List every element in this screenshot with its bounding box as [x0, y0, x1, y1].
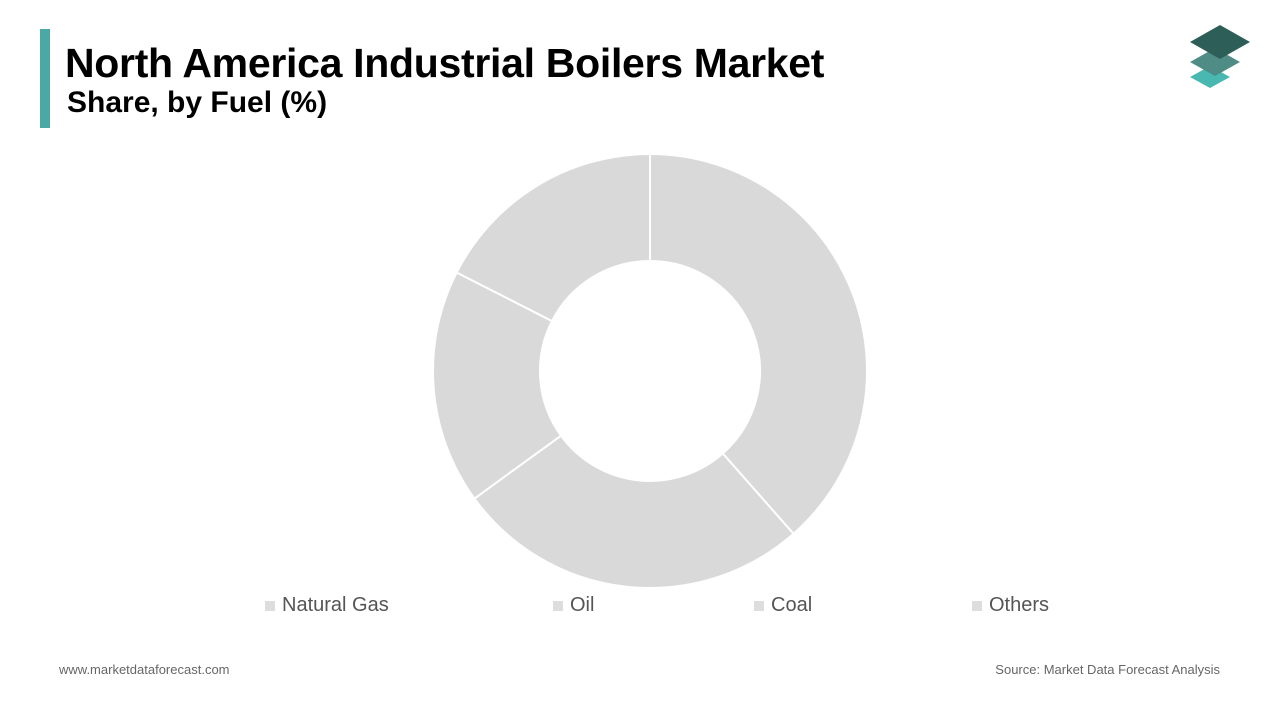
logo-layer-mid: [1190, 48, 1240, 76]
logo-layer-dark: [1190, 25, 1250, 59]
chart-title: North America Industrial Boilers Market: [65, 40, 825, 86]
title-accent-bar: [40, 29, 50, 128]
legend-item-others: Others: [972, 594, 1049, 617]
legend-label-others: Others: [989, 594, 1050, 616]
website-url: www.marketdataforecast.com: [59, 662, 230, 677]
legend-label-natural-gas: Natural Gas: [282, 594, 389, 616]
donut-chart: [432, 152, 868, 589]
chart-legend: Natural Gas Oil Coal Others: [0, 594, 1280, 620]
donut-slice-natural-gas: [649, 152, 868, 536]
legend-item-oil: Oil: [553, 594, 594, 617]
legend-item-coal: Coal: [754, 594, 812, 617]
donut-slice-coal: [432, 271, 563, 500]
legend-swatch-natural-gas: [265, 600, 275, 611]
legend-label-coal: Coal: [771, 594, 813, 616]
legend-item-natural-gas: Natural Gas: [265, 594, 389, 617]
legend-swatch-coal: [754, 600, 764, 611]
donut-slice-oil: [473, 434, 795, 589]
donut-slice-others: [455, 152, 651, 323]
legend-swatch-oil: [553, 600, 563, 611]
chart-subtitle: Share, by Fuel (%): [67, 86, 328, 119]
stacked-layers-icon: [1190, 25, 1250, 88]
legend-swatch-others: [972, 600, 982, 611]
legend-label-oil: Oil: [570, 594, 595, 616]
source-note: Source: Market Data Forecast Analysis: [995, 662, 1220, 677]
